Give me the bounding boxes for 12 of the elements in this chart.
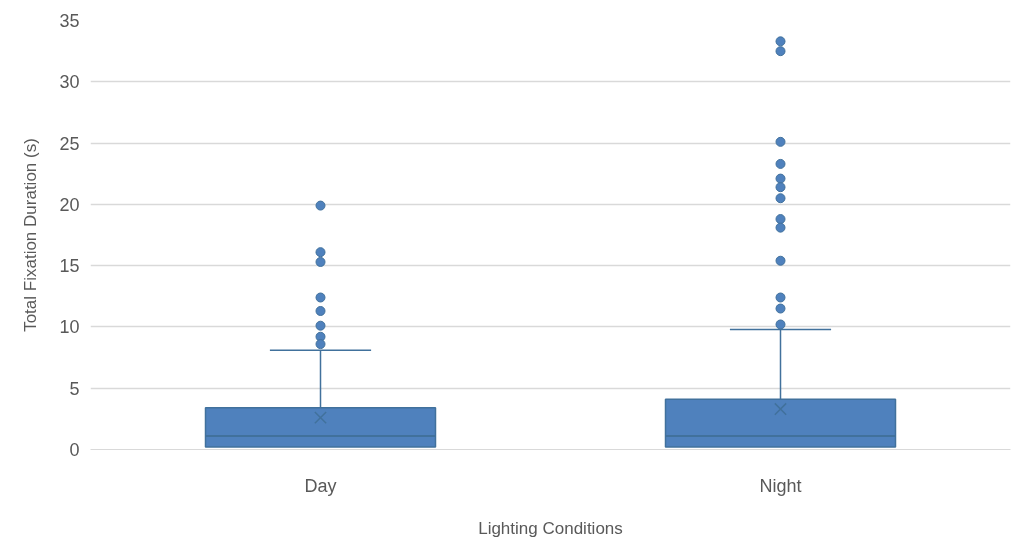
x-tick-label: Night [759, 475, 802, 496]
y-tick-label: 35 [59, 11, 80, 31]
y-tick-label: 30 [59, 72, 80, 93]
x-axis-title: Lighting Conditions [478, 518, 623, 538]
y-tick-label: 15 [59, 256, 80, 277]
y-tick-label: 10 [59, 317, 80, 338]
y-tick-label: 20 [59, 194, 80, 215]
y-tick-label: 5 [69, 378, 80, 399]
x-tick-label: Day [304, 475, 337, 496]
y-axis-title: Total Fixation Duration (s) [21, 138, 41, 332]
y-tick-label: 25 [59, 133, 80, 154]
y-tick-label: 0 [69, 440, 80, 460]
